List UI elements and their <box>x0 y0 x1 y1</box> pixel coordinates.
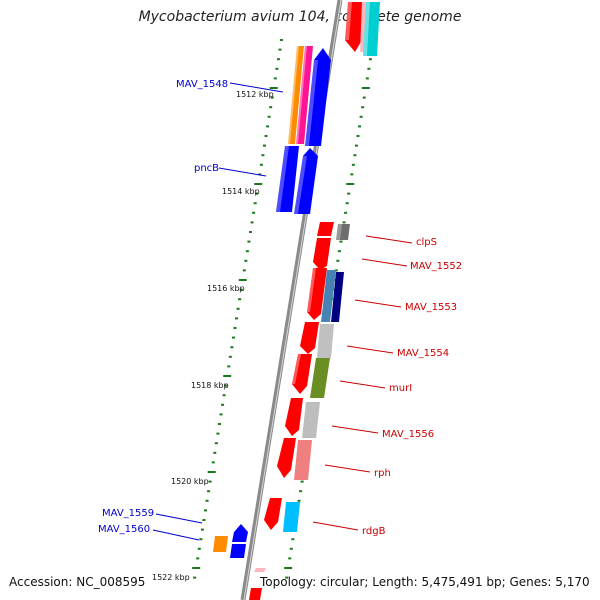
gene-olive-muri[interactable] <box>310 358 330 398</box>
gene-red-1556[interactable] <box>285 398 303 436</box>
gene-red-1554[interactable] <box>300 322 319 354</box>
label-rdgb-text: rdgB <box>362 526 386 537</box>
gene-bottom-pink[interactable] <box>254 568 266 572</box>
gene-top-cyan[interactable] <box>363 2 380 56</box>
left-tick-marks <box>192 39 284 579</box>
gene-blue-1559[interactable] <box>232 524 248 542</box>
label-mav1552[interactable]: MAV_1552 <box>361 258 462 272</box>
gene-salmon-rph[interactable] <box>294 440 312 480</box>
kbp-label-1518: 1518 kbp <box>191 381 229 390</box>
label-pncb-text: pncB <box>194 163 219 174</box>
label-rdgb[interactable]: rdgB <box>312 521 386 537</box>
kbp-label-1522: 1522 kbp <box>152 573 190 582</box>
label-mav1556[interactable]: MAV_1556 <box>331 425 434 440</box>
label-rph-text: rph <box>374 468 391 479</box>
gene-lightgray-1556[interactable] <box>302 402 320 438</box>
label-pncb[interactable]: pncB <box>194 163 267 177</box>
label-mav1559[interactable]: MAV_1559 <box>102 508 203 524</box>
label-mav1560[interactable]: MAV_1560 <box>98 524 200 541</box>
kbp-label-1516: 1516 kbp <box>207 284 245 293</box>
label-mav1559-text: MAV_1559 <box>102 508 154 519</box>
gene-navy-1553[interactable] <box>331 272 344 322</box>
label-mav1552-text: MAV_1552 <box>410 261 462 272</box>
label-mav1560-text: MAV_1560 <box>98 524 150 535</box>
gene-orange-1560[interactable] <box>213 536 228 552</box>
label-clps-text: clpS <box>416 237 437 248</box>
kbp-label-1512: 1512 kbp <box>236 90 274 99</box>
gene-bottom-red[interactable] <box>249 588 262 600</box>
accession-text: Accession: NC_008595 <box>9 575 146 589</box>
label-mav1556-text: MAV_1556 <box>382 429 434 440</box>
kbp-label-1520: 1520 kbp <box>171 477 209 486</box>
label-mav1548-text: MAV_1548 <box>176 79 228 90</box>
gene-blue-pncb-1[interactable] <box>276 146 299 212</box>
label-mav1554-text: MAV_1554 <box>397 348 449 359</box>
gene-cyan-rdgb[interactable] <box>283 502 300 532</box>
gene-red-rph[interactable] <box>277 438 296 478</box>
gene-red-muri[interactable] <box>292 354 312 394</box>
gene-red-rdgb[interactable] <box>264 498 282 530</box>
label-mav1548[interactable]: MAV_1548 <box>176 79 284 93</box>
gene-lightgray-1554[interactable] <box>317 324 334 358</box>
label-muri[interactable]: murI <box>339 380 412 394</box>
gene-magenta-1548[interactable] <box>296 46 313 144</box>
label-muri-text: murI <box>389 383 412 394</box>
gene-red-clps[interactable] <box>317 222 334 236</box>
label-rph[interactable]: rph <box>324 464 391 479</box>
topology-text: Topology: circular; Length: 5,475,491 bp… <box>260 575 590 589</box>
gene-blue-pncb-2[interactable] <box>294 148 318 214</box>
gene-red-1553[interactable] <box>307 268 327 320</box>
gene-orange-1548[interactable] <box>288 46 304 144</box>
gene-red-1552[interactable] <box>313 238 331 270</box>
gene-top-red[interactable] <box>345 2 362 52</box>
kbp-label-1514: 1514 kbp <box>222 187 260 196</box>
label-clps[interactable]: clpS <box>365 235 437 248</box>
gene-gray-clps[interactable] <box>336 224 350 240</box>
label-mav1553[interactable]: MAV_1553 <box>354 299 457 313</box>
gene-blue-1560[interactable] <box>230 544 246 558</box>
gene-steelblue-1553[interactable] <box>321 270 336 322</box>
label-mav1554[interactable]: MAV_1554 <box>346 345 449 359</box>
label-mav1553-text: MAV_1553 <box>405 302 457 313</box>
map-title: Mycobacterium avium 104, complete genome <box>138 9 462 25</box>
gene-blue-1548[interactable] <box>305 48 331 146</box>
